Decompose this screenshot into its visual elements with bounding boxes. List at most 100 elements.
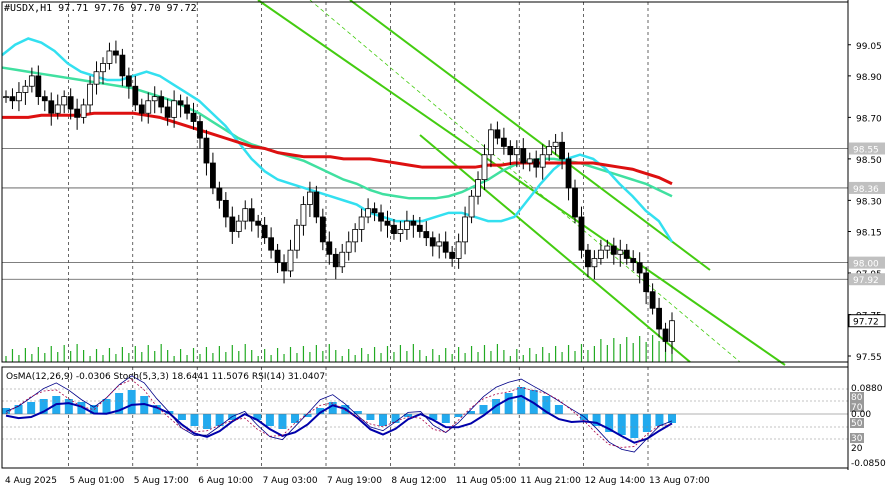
y-tick-label: 98.15 [856, 229, 882, 239]
osma-bar [655, 414, 664, 426]
osc-axis-label: 0.0880 [851, 384, 883, 394]
osma-bar [554, 405, 563, 414]
osma-bar [203, 414, 212, 429]
candle-body [623, 249, 630, 259]
candle-body [410, 220, 417, 226]
osma-bar [253, 414, 262, 420]
candle-body [636, 262, 643, 274]
x-tick-label: 5 Aug 01:00 [69, 476, 124, 486]
candle-body [345, 241, 352, 253]
candle-body [468, 195, 475, 218]
ma-mid-line [1, 66, 673, 200]
level-label: 98.55 [853, 146, 879, 156]
candlesticks [3, 40, 675, 354]
candle-body [384, 220, 391, 226]
candle-body [500, 137, 507, 147]
osc-axis-label: -0.0850 [851, 459, 886, 469]
x-tick-label: 7 Aug 19:00 [327, 476, 382, 486]
candle-body [210, 162, 216, 189]
osma-bar [429, 414, 438, 420]
candle-body [656, 307, 662, 330]
candle-body [429, 237, 436, 247]
candle-body [119, 54, 126, 77]
x-tick-label: 11 Aug 21:00 [520, 476, 581, 486]
osma-bar [617, 414, 626, 435]
candle-body [539, 154, 546, 168]
last-price-label: 97.72 [853, 318, 879, 328]
channel-line [309, 0, 741, 363]
level-tag [849, 181, 885, 194]
osma-bar [278, 414, 287, 429]
candle-body [403, 220, 410, 230]
osma-bar [27, 402, 36, 414]
candle-body [16, 92, 22, 102]
x-tick-label: 6 Aug 10:00 [198, 476, 253, 486]
candle-body [222, 199, 229, 218]
candle-body [332, 253, 339, 268]
candle-body [248, 208, 255, 222]
candle-body [203, 137, 210, 164]
candle-body [617, 249, 624, 255]
candle-body [662, 328, 669, 342]
candle-body [526, 158, 533, 164]
osma-bar [152, 405, 161, 414]
x-tick-label: 7 Aug 03:00 [263, 476, 318, 486]
chart-symbol-line: #USDX,H1 97.71 97.76 97.70 97.72 [4, 3, 197, 14]
candle-body [597, 249, 604, 259]
candle-body [229, 216, 236, 232]
volume-histogram [5, 334, 673, 362]
osma-bar [328, 402, 337, 414]
osma-bar [64, 399, 73, 414]
candle-body [235, 220, 242, 232]
candle-body [559, 141, 565, 160]
osc-axis-label: 70 [851, 403, 863, 413]
candle-body [274, 249, 281, 264]
candle-body [649, 291, 656, 309]
osma-bar [77, 402, 86, 414]
candle-body [177, 100, 184, 106]
level-label: 97.92 [853, 276, 879, 286]
osma-bar [366, 414, 375, 420]
candle-body [300, 204, 307, 226]
candle-body [74, 108, 81, 118]
candle-body [378, 212, 384, 222]
candle-body [106, 50, 113, 64]
candle-body [145, 100, 152, 114]
candle-body [358, 216, 365, 230]
osma-bar [353, 411, 362, 414]
candle-body [397, 229, 404, 234]
candle-body [307, 191, 313, 205]
candle-body [87, 83, 93, 106]
candle-body [423, 231, 430, 239]
candle-body [449, 251, 456, 259]
osma-bar [466, 411, 475, 414]
osma-bar [115, 393, 124, 414]
candle-body [494, 129, 501, 139]
candle-body [184, 104, 190, 114]
last-price-tag [848, 314, 886, 328]
candle-body [294, 224, 300, 251]
candle-body [197, 121, 203, 139]
osma-bar [592, 414, 601, 426]
osma-bar [190, 414, 199, 426]
candle-body [442, 241, 449, 253]
candle-body [61, 96, 68, 106]
candle-body [216, 187, 223, 201]
y-tick-label: 97.55 [856, 353, 882, 363]
osma-bar [630, 414, 639, 438]
candle-body [190, 112, 197, 122]
candle-body [352, 229, 359, 243]
candle-body [533, 158, 540, 168]
candle-body [261, 224, 268, 239]
price-channel [257, 0, 786, 366]
level-tag [849, 256, 885, 269]
candle-body [591, 258, 598, 268]
indicator-header: OsMA(12,26,9) -0.0306 Stoch(5,3,3) 18.64… [6, 372, 325, 382]
candle-body [391, 224, 397, 234]
x-tick-label: 11 Aug 05:00 [456, 476, 517, 486]
level-label: 98.00 [853, 260, 879, 270]
osma-bar [391, 414, 400, 423]
osc-tag [850, 392, 864, 402]
candle-body [513, 148, 520, 156]
